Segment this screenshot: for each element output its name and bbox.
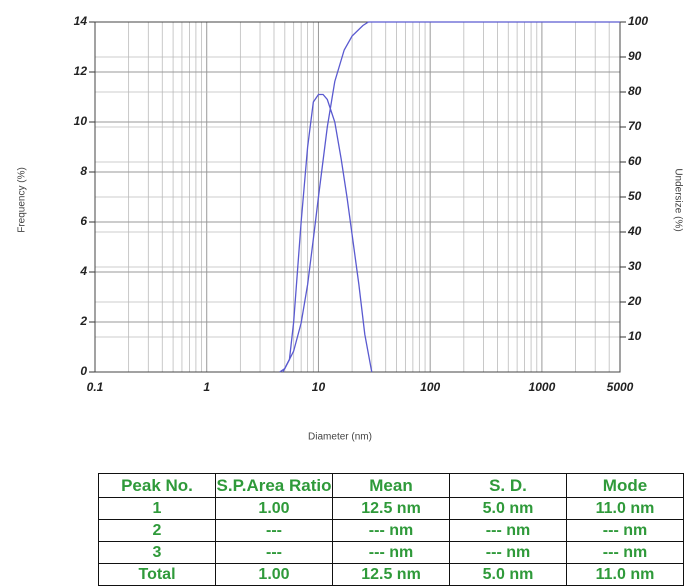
y2-tick-label: 40: [627, 224, 642, 238]
x-tick-label: 1: [203, 380, 210, 394]
table-cell: --- nm: [332, 519, 450, 542]
table-cell: --- nm: [449, 519, 567, 542]
y-tick-label: 12: [74, 64, 88, 78]
y2-tick-label: 60: [628, 154, 642, 168]
y-tick-label: 6: [80, 214, 87, 228]
table-cell: 5.0 nm: [449, 497, 567, 520]
table-cell: ---: [215, 541, 333, 564]
y-tick-label: 14: [74, 14, 88, 28]
x-tick-label: 100: [420, 380, 440, 394]
x-tick-label: 1000: [529, 380, 556, 394]
y-tick-label: 0: [80, 364, 87, 378]
x-tick-label: 5000: [607, 380, 634, 394]
table-cell: Total: [98, 563, 216, 586]
y2-tick-label: 10: [628, 329, 642, 343]
data-line: [279, 21, 620, 373]
plot-frame: [94, 21, 621, 373]
y-tick-label: 8: [80, 164, 87, 178]
table-row: 1 1.00 12.5 nm 5.0 nm 11.0 nm: [98, 497, 684, 520]
table-cell: 5.0 nm: [449, 563, 567, 586]
y2-tick-label: 100: [628, 14, 648, 28]
table-cell: ---: [215, 519, 333, 542]
table-cell: Mean: [332, 473, 450, 498]
chart: Diameter (nm) Frequency (%) Undersize (%…: [17, 14, 684, 443]
y2-tick-label: 20: [627, 294, 642, 308]
table-cell: Mode: [566, 473, 684, 498]
y2-tick-label: 70: [628, 119, 642, 133]
table-row: 3 --- --- nm --- nm --- nm: [98, 541, 684, 564]
y2-tick-label: 30: [628, 259, 642, 273]
y2-tick-label: 90: [628, 49, 642, 63]
table-cell: 3: [98, 541, 216, 564]
y2-axis-label: Undersize (%): [672, 168, 683, 231]
table-cell: S.P.Area Ratio: [215, 473, 333, 498]
x-tick-label: 10: [312, 380, 326, 394]
data-line: [282, 93, 373, 373]
table-cell: --- nm: [566, 519, 684, 542]
table-cell: --- nm: [449, 541, 567, 564]
table-cell: 1.00: [215, 497, 333, 520]
table-row: Peak No. S.P.Area Ratio Mean S. D. Mode: [98, 473, 684, 498]
table-row: 2 --- --- nm --- nm --- nm: [98, 519, 684, 542]
table-cell: 12.5 nm: [332, 563, 450, 586]
table-cell: 11.0 nm: [566, 497, 684, 520]
x-tick-label: 0.1: [87, 380, 104, 394]
table-cell: 2: [98, 519, 216, 542]
table-row: Total 1.00 12.5 nm 5.0 nm 11.0 nm: [98, 563, 684, 586]
y2-tick-label: 80: [628, 84, 642, 98]
table-cell: 11.0 nm: [566, 563, 684, 586]
table-cell: Peak No.: [98, 473, 216, 498]
table-cell: 1.00: [215, 563, 333, 586]
table-cell: --- nm: [566, 541, 684, 564]
y-tick-label: 4: [79, 264, 87, 278]
table-cell: S. D.: [449, 473, 567, 498]
table-cell: 12.5 nm: [332, 497, 450, 520]
y-tick-label: 10: [74, 114, 88, 128]
table-cell: 1: [98, 497, 216, 520]
x-axis-label: Diameter (nm): [308, 432, 372, 443]
y-tick-label: 2: [79, 314, 87, 328]
table-cell: --- nm: [332, 541, 450, 564]
result-table: Peak No. S.P.Area Ratio Mean S. D. Mode 1 1.00…: [98, 473, 684, 586]
y-axis-label: Frequency (%): [17, 167, 28, 233]
y2-tick-label: 50: [628, 189, 642, 203]
